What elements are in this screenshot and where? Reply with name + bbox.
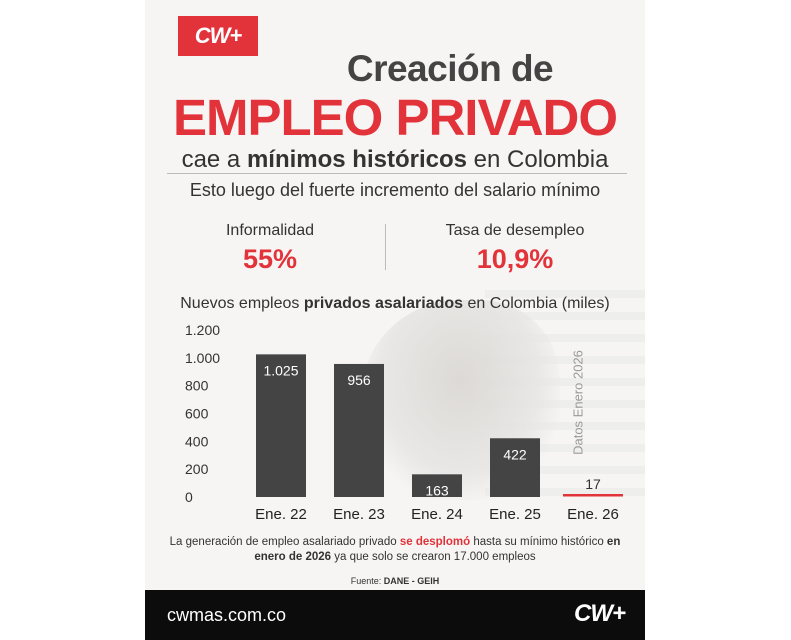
y-tick-label: 200 xyxy=(185,461,209,477)
bar-value-label: 422 xyxy=(503,446,527,462)
subtitle: Esto luego del fuerte incremento del sal… xyxy=(189,180,601,200)
y-tick-label: 400 xyxy=(185,433,209,449)
y-tick-label: 1.200 xyxy=(185,322,220,338)
stat-value: 55% xyxy=(242,244,298,274)
brand-logo: CW+ xyxy=(178,16,258,56)
stat-label: Tasa de desempleo xyxy=(445,222,585,239)
bar-chart: 0 200 400 600 800 1.000 1.200 1.025 Ene. 22 956 En… xyxy=(185,322,623,523)
footnote-part-1: La generación de empleo asalariado priva… xyxy=(169,536,400,548)
x-tick-label: Ene. 26 xyxy=(567,506,619,523)
footnote-part-2: hasta su mínimo histórico xyxy=(470,536,607,548)
footer-url[interactable]: cwmas.com.co xyxy=(167,605,287,625)
bar-value-label: 17 xyxy=(585,476,601,492)
title-line-1: Creación de xyxy=(346,48,554,89)
footnote-highlight: se desplomó xyxy=(399,536,471,548)
footer-bar: cwmas.com.co CW+ xyxy=(145,590,645,640)
footer-logo: CW+ xyxy=(574,600,626,627)
side-label: Datos Enero 2026 xyxy=(570,350,586,455)
source-line: Fuente: DANE - GEIH xyxy=(145,576,645,586)
footnote-bold: en enero de 2026 xyxy=(254,536,621,563)
bar-highlight xyxy=(563,494,623,497)
chart-title: Nuevos empleos privados asalariados en C… xyxy=(145,295,645,313)
title-line-3-pre: cae a xyxy=(181,146,247,173)
chart-title-bold: privados asalariados xyxy=(303,295,464,312)
x-tick-label: Ene. 24 xyxy=(411,506,463,523)
chart-title-post: en Colombia (miles) xyxy=(463,295,610,312)
footnote-part-3: ya que solo se crearon 17.000 empleos xyxy=(331,551,536,563)
bar-value-label: 956 xyxy=(347,372,371,388)
x-tick-label: Ene. 23 xyxy=(333,506,385,523)
y-tick-label: 800 xyxy=(185,378,209,394)
bar xyxy=(412,474,462,497)
stat-informalidad: Informalidad 55% xyxy=(160,222,380,275)
y-tick-label: 0 xyxy=(185,489,193,505)
x-tick-label: Ene. 25 xyxy=(489,506,541,523)
source-label: Fuente: xyxy=(350,576,384,586)
y-tick-label: 600 xyxy=(185,406,209,422)
bar xyxy=(334,363,384,497)
stat-divider xyxy=(385,224,386,270)
chart-title-pre: Nuevos empleos xyxy=(180,295,304,312)
title-divider xyxy=(167,173,627,174)
bar-value-label: 1.025 xyxy=(263,362,298,378)
bar xyxy=(256,354,306,497)
bar-value-label: 163 xyxy=(425,482,449,498)
title-line-3: cae a mínimos históricos en Colombia xyxy=(145,146,645,174)
y-tick-label: 1.000 xyxy=(185,350,220,366)
title-line-3-bold: mínimos históricos xyxy=(246,146,467,173)
title-line-3-post: en Colombia xyxy=(467,146,609,173)
stat-desempleo: Tasa de desempleo 10,9% xyxy=(405,222,625,275)
stat-value: 10,9% xyxy=(476,244,554,274)
footnote: La generación de empleo asalariado priva… xyxy=(165,535,625,565)
x-tick-label: Ene. 22 xyxy=(255,506,307,523)
source-value: DANE - GEIH xyxy=(383,576,440,586)
stat-label: Informalidad xyxy=(225,222,315,239)
bar xyxy=(490,438,540,497)
infographic-card: CW+ Creación de EMPLEO PRIVADO cae a mín… xyxy=(145,0,645,640)
title-line-2: EMPLEO PRIVADO xyxy=(172,89,618,146)
